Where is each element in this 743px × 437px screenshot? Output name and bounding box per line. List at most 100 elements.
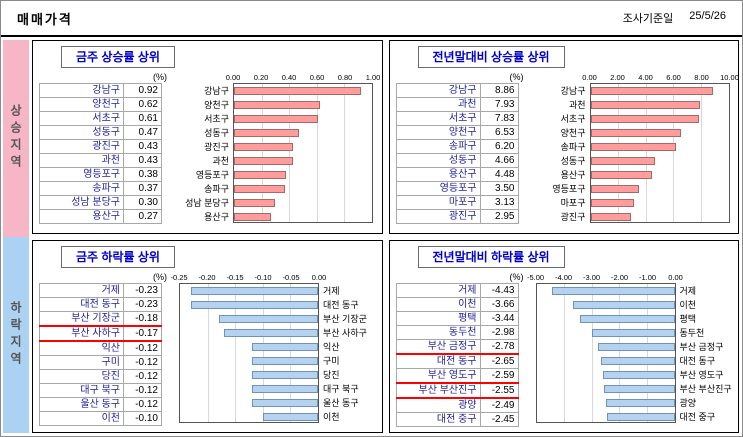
page-title: 매매가격 xyxy=(17,11,73,27)
panel-ytd-rise: 전년말대비 상승률 상위 (%) 강남구 8.86 과천 7.93 서초구 7.83 양천구… xyxy=(388,40,739,234)
table-row: 대전 동구 -0.23 xyxy=(39,296,162,312)
plot-area xyxy=(179,282,319,423)
gridline xyxy=(207,283,209,422)
region-value: -0.17 xyxy=(123,325,162,342)
bar-row xyxy=(234,210,372,224)
table-row: 영등포구 3.50 xyxy=(395,181,519,196)
table-row: 구미 -0.12 xyxy=(39,354,162,370)
region-value: -2.78 xyxy=(479,338,519,355)
bar xyxy=(590,87,713,95)
table-row: 당진 -0.12 xyxy=(39,368,162,384)
gridline xyxy=(673,84,675,222)
rank-table-block: (%) 강남구 8.86 과천 7.93 서초구 7.83 양천구 6.53 송파구 6.20 성동… xyxy=(395,71,526,224)
axis-tick-label: -2.00 xyxy=(610,272,629,282)
region-value: -2.49 xyxy=(479,397,519,413)
axis-tick-label: -1.00 xyxy=(638,272,657,282)
region-value: 8.86 xyxy=(479,83,519,98)
region-value: -0.12 xyxy=(123,368,162,384)
gridline xyxy=(235,283,237,422)
report-header: 매매가격 조사기준일 25/5/26 xyxy=(1,1,742,37)
rank-table: 강남구 0.92 양천구 0.62 서초구 0.61 성동구 0.47 광진구 0.43 과천 0.4… xyxy=(39,83,162,224)
category-label: 광진구 xyxy=(560,212,586,222)
region-name: 울산 동구 xyxy=(39,396,124,412)
panel-title: 전년말대비 상승률 상위 xyxy=(417,46,565,68)
region-name: 강남구 xyxy=(395,83,481,98)
axis-ticks: -5.00 -4.00 -3.00 -2.00 -1.00 0.00 xyxy=(527,272,683,283)
table-row: 광진구 0.43 xyxy=(39,139,162,154)
axis-tick-label: 0.20 xyxy=(253,73,269,82)
gridline xyxy=(564,283,566,422)
bar-row xyxy=(234,168,372,182)
region-name: 용산구 xyxy=(395,167,481,182)
region-value: 0.43 xyxy=(123,139,162,154)
category-labels: 거제 대전 동구 부산 기장군 부산 사하구 익산 구미 당진 대구 북구 울산 동구 이천 xyxy=(319,284,377,426)
region-name: 성남 분당구 xyxy=(39,195,124,210)
region-name: 과천 xyxy=(395,97,481,112)
category-label: 당진 xyxy=(323,369,340,380)
axis-tick-label: -5.00 xyxy=(526,272,545,282)
region-name: 용산구 xyxy=(39,209,124,224)
category-label: 부산 금정구 xyxy=(679,341,724,352)
region-name: 영등포구 xyxy=(39,167,124,182)
panel-title: 전년말대비 하락률 상위 xyxy=(417,245,565,268)
table-row: 성동구 4.66 xyxy=(395,153,519,168)
gridline xyxy=(700,84,702,222)
table-row: 서초구 7.83 xyxy=(395,111,519,126)
axis-tick-label: -4.00 xyxy=(554,272,573,282)
region-value: -0.12 xyxy=(123,382,162,398)
table-row: 광양 -2.49 xyxy=(395,397,519,413)
category-label: 송파구 xyxy=(560,142,586,152)
bar xyxy=(234,143,294,151)
table-row: 평택 -3.44 xyxy=(395,310,519,326)
region-value: 0.62 xyxy=(123,97,162,112)
region-name: 성동구 xyxy=(395,153,481,168)
region-name: 부산 금정구 xyxy=(395,338,481,355)
rank-table-block: (%) 강남구 0.92 양천구 0.62 서초구 0.61 성동구 0.47 광진구 0.43 과… xyxy=(39,71,169,224)
bar xyxy=(234,87,361,95)
category-label: 광양 xyxy=(679,397,697,408)
category-label: 송파구 xyxy=(204,184,229,194)
bar xyxy=(234,129,299,137)
region-name: 동두천 xyxy=(395,324,481,340)
bar xyxy=(234,213,272,221)
bar-row xyxy=(180,284,318,298)
bar-row xyxy=(234,140,372,154)
region-value: -2.59 xyxy=(479,367,519,384)
region-name: 부산 부산진구 xyxy=(395,382,481,399)
unit-label: (%) xyxy=(509,271,524,282)
bar-row xyxy=(234,112,372,126)
region-value: 0.30 xyxy=(123,195,162,210)
table-row: 송파구 0.37 xyxy=(39,181,162,196)
category-label: 성남 분당구 xyxy=(185,198,229,208)
gridline xyxy=(289,84,291,222)
region-value: -0.12 xyxy=(123,396,162,412)
gridline xyxy=(619,283,621,422)
region-name: 부산 영도구 xyxy=(395,367,481,384)
axis-tick-label: -0.05 xyxy=(282,272,300,282)
axis-tick-label: -0.25 xyxy=(170,272,188,282)
bar-row xyxy=(537,382,675,396)
table-row: 대전 동구 -2.65 xyxy=(395,353,519,369)
bar xyxy=(590,213,632,221)
bar-row xyxy=(590,168,729,182)
rank-table-body: 강남구 8.86 과천 7.93 서초구 7.83 양천구 6.53 송파구 6.20 성동구 4.6… xyxy=(395,83,519,224)
category-label: 대전 동구 xyxy=(323,299,359,310)
survey-date-value: 25/5/26 xyxy=(689,10,726,22)
plot-column: 0.00 0.20 0.40 0.60 0.80 1.00 xyxy=(226,73,380,224)
table-row: 거제 -0.23 xyxy=(39,282,162,298)
axis-tick-label: 0.00 xyxy=(311,272,327,282)
category-label: 서초구 xyxy=(560,114,586,124)
bar-row xyxy=(234,98,372,112)
table-row: 부산 금정구 -2.78 xyxy=(395,338,519,355)
bar-chart: 거제 대전 동구 부산 기장군 부산 사하구 익산 구미 당진 대구 북구 울산 동구 이천 -0… xyxy=(170,272,377,426)
bar xyxy=(603,370,675,379)
table-row: 성남 분당구 0.30 xyxy=(39,195,162,210)
region-name: 대구 북구 xyxy=(39,382,124,398)
bar-row xyxy=(590,84,729,98)
axis-tick-label: 0.00 xyxy=(582,73,597,82)
bar-row xyxy=(590,210,729,224)
bar-row xyxy=(537,326,675,340)
table-row: 대전 중구 -2.45 xyxy=(395,411,519,427)
region-value: -0.12 xyxy=(123,354,162,370)
bar-row xyxy=(590,182,729,196)
